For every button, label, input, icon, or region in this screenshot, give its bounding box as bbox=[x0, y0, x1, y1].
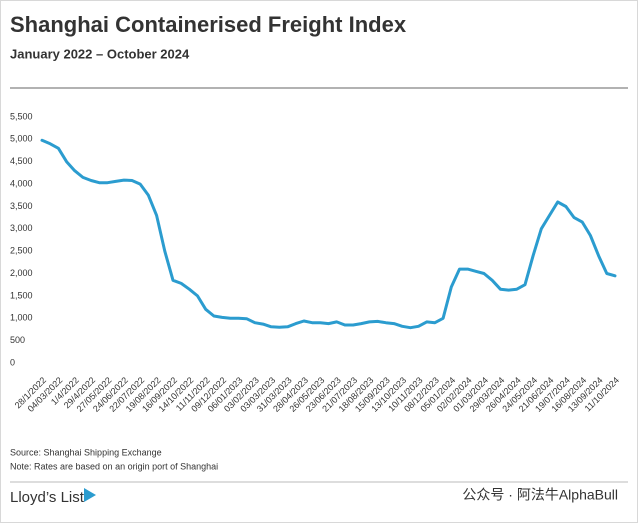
source: Source: Shanghai Shipping Exchange bbox=[10, 447, 162, 457]
y-tick-label: 5,000 bbox=[10, 134, 33, 144]
y-tick-label: 0 bbox=[10, 357, 15, 367]
chart-subtitle: January 2022 – October 2024 bbox=[10, 46, 190, 61]
y-tick-label: 4,000 bbox=[10, 178, 33, 188]
brand-icon bbox=[84, 488, 96, 502]
y-tick-label: 500 bbox=[10, 335, 25, 345]
y-tick-label: 1,000 bbox=[10, 313, 33, 323]
watermark: 公众号 · 阿法牛AlphaBull bbox=[462, 487, 618, 503]
y-tick-label: 2,500 bbox=[10, 246, 33, 256]
y-tick-label: 5,500 bbox=[10, 111, 33, 121]
chart-title: Shanghai Containerised Freight Index bbox=[10, 12, 407, 37]
line-series bbox=[40, 138, 617, 330]
y-tick-label: 3,500 bbox=[10, 201, 33, 211]
y-tick-label: 1,500 bbox=[10, 290, 33, 300]
brand: Lloyd’s List bbox=[10, 489, 85, 506]
y-tick-label: 4,500 bbox=[10, 156, 33, 166]
y-tick-label: 2,000 bbox=[10, 268, 33, 278]
note: Note: Rates are based on an origin port … bbox=[10, 461, 218, 471]
y-tick-label: 3,000 bbox=[10, 223, 33, 233]
